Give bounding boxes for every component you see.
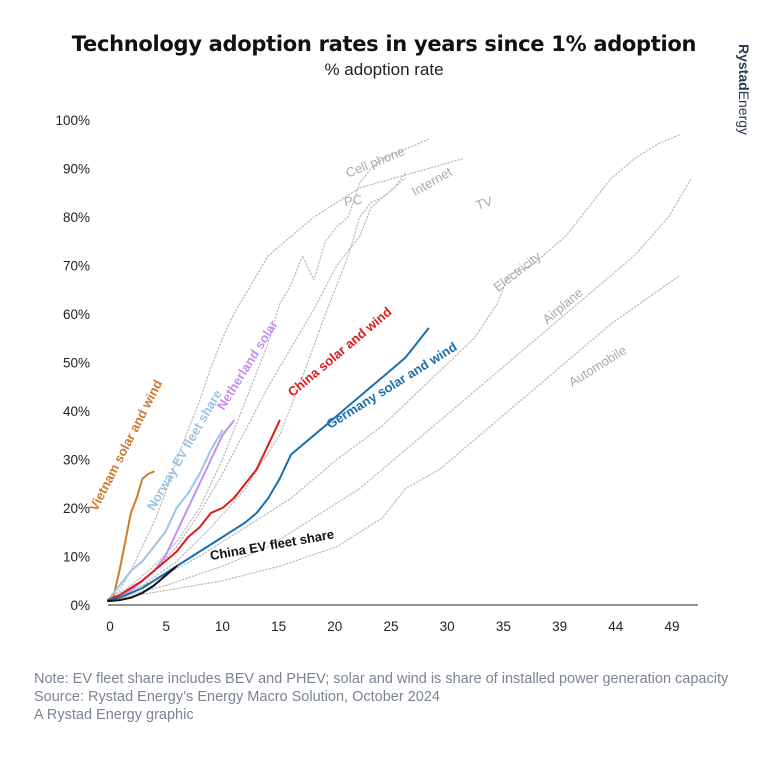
series-line-china-ev-fleet-share (107, 565, 178, 603)
y-tick-label: 0% (70, 598, 90, 613)
x-tick-label: 20 (327, 619, 342, 634)
x-tick-label: 0 (106, 619, 114, 634)
y-axis-ticks: 0% 10% 20% 30% 40% 50% 60% 70% 80% 90% 100% (55, 113, 90, 613)
source-text: Source: Rystad Energy’s Energy Macro Sol… (34, 689, 440, 705)
credit-text: A Rystad Energy graphic (34, 707, 194, 723)
series-line-airplane (107, 177, 692, 601)
series-line-electricity (107, 134, 681, 601)
x-axis-ticks: 0 5 10 15 20 25 30 35 39 44 49 (106, 619, 679, 634)
note-text: Note: EV fleet share includes BEV and PH… (34, 671, 729, 687)
x-tick-label: 5 (162, 619, 170, 634)
series-label-airplane: Airplane (540, 285, 586, 327)
series-label-pc: PC (343, 191, 363, 209)
y-tick-label: 40% (63, 404, 90, 419)
series-line-cell-phone (107, 138, 429, 601)
chart-subtitle: % adoption rate (324, 60, 444, 79)
series-label-norway-ev-fleet-share: Norway EV fleet share (144, 387, 225, 513)
y-tick-label: 20% (63, 501, 90, 516)
chart-notes: Note: EV fleet share includes BEV and PH… (34, 670, 734, 724)
y-tick-label: 90% (63, 162, 90, 177)
y-tick-label: 80% (63, 210, 90, 225)
y-tick-label: 30% (63, 453, 90, 468)
x-tick-label: 49 (664, 619, 679, 634)
series-labels: Cell phone PC Internet TV ElectricityAirplan… (86, 143, 629, 563)
x-tick-label: 10 (215, 619, 230, 634)
x-tick-label: 25 (383, 619, 398, 634)
x-tick-label: 39 (552, 619, 567, 634)
series-label-china-ev-fleet-share: China EV fleet share (209, 526, 335, 563)
x-tick-label: 44 (608, 619, 624, 634)
y-tick-label: 10% (63, 550, 90, 565)
series-line-china-solar-and-wind (107, 419, 281, 602)
y-tick-label: 60% (63, 307, 90, 322)
series-line-pc (107, 172, 406, 601)
series-label-automobile: Automobile (566, 342, 629, 389)
series-line-germany-solar-and-wind (107, 327, 430, 602)
series-label-electricity: Electricity (491, 248, 544, 294)
series-label-netherland-solar: Netherland solar (214, 318, 281, 413)
energy-series (107, 327, 430, 603)
y-tick-label: 100% (55, 113, 90, 128)
series-label-tv: TV (474, 193, 495, 213)
series-line-internet (107, 177, 406, 601)
y-tick-label: 70% (63, 259, 90, 274)
y-tick-label: 50% (63, 356, 90, 371)
historical-series (107, 134, 692, 601)
series-line-norway-ev-fleet-share (107, 429, 224, 602)
series-label-cell-phone: Cell phone (344, 143, 407, 180)
series-line-netherland-solar (107, 419, 235, 602)
x-tick-label: 35 (496, 619, 511, 634)
series-line-vietnam-solar-and-wind (107, 470, 155, 602)
x-tick-label: 30 (440, 619, 455, 634)
chart-title: Technology adoption rates in years since… (71, 32, 697, 56)
series-line-tv (107, 158, 464, 601)
x-tick-label: 15 (271, 619, 286, 634)
series-label-internet: Internet (409, 164, 455, 199)
